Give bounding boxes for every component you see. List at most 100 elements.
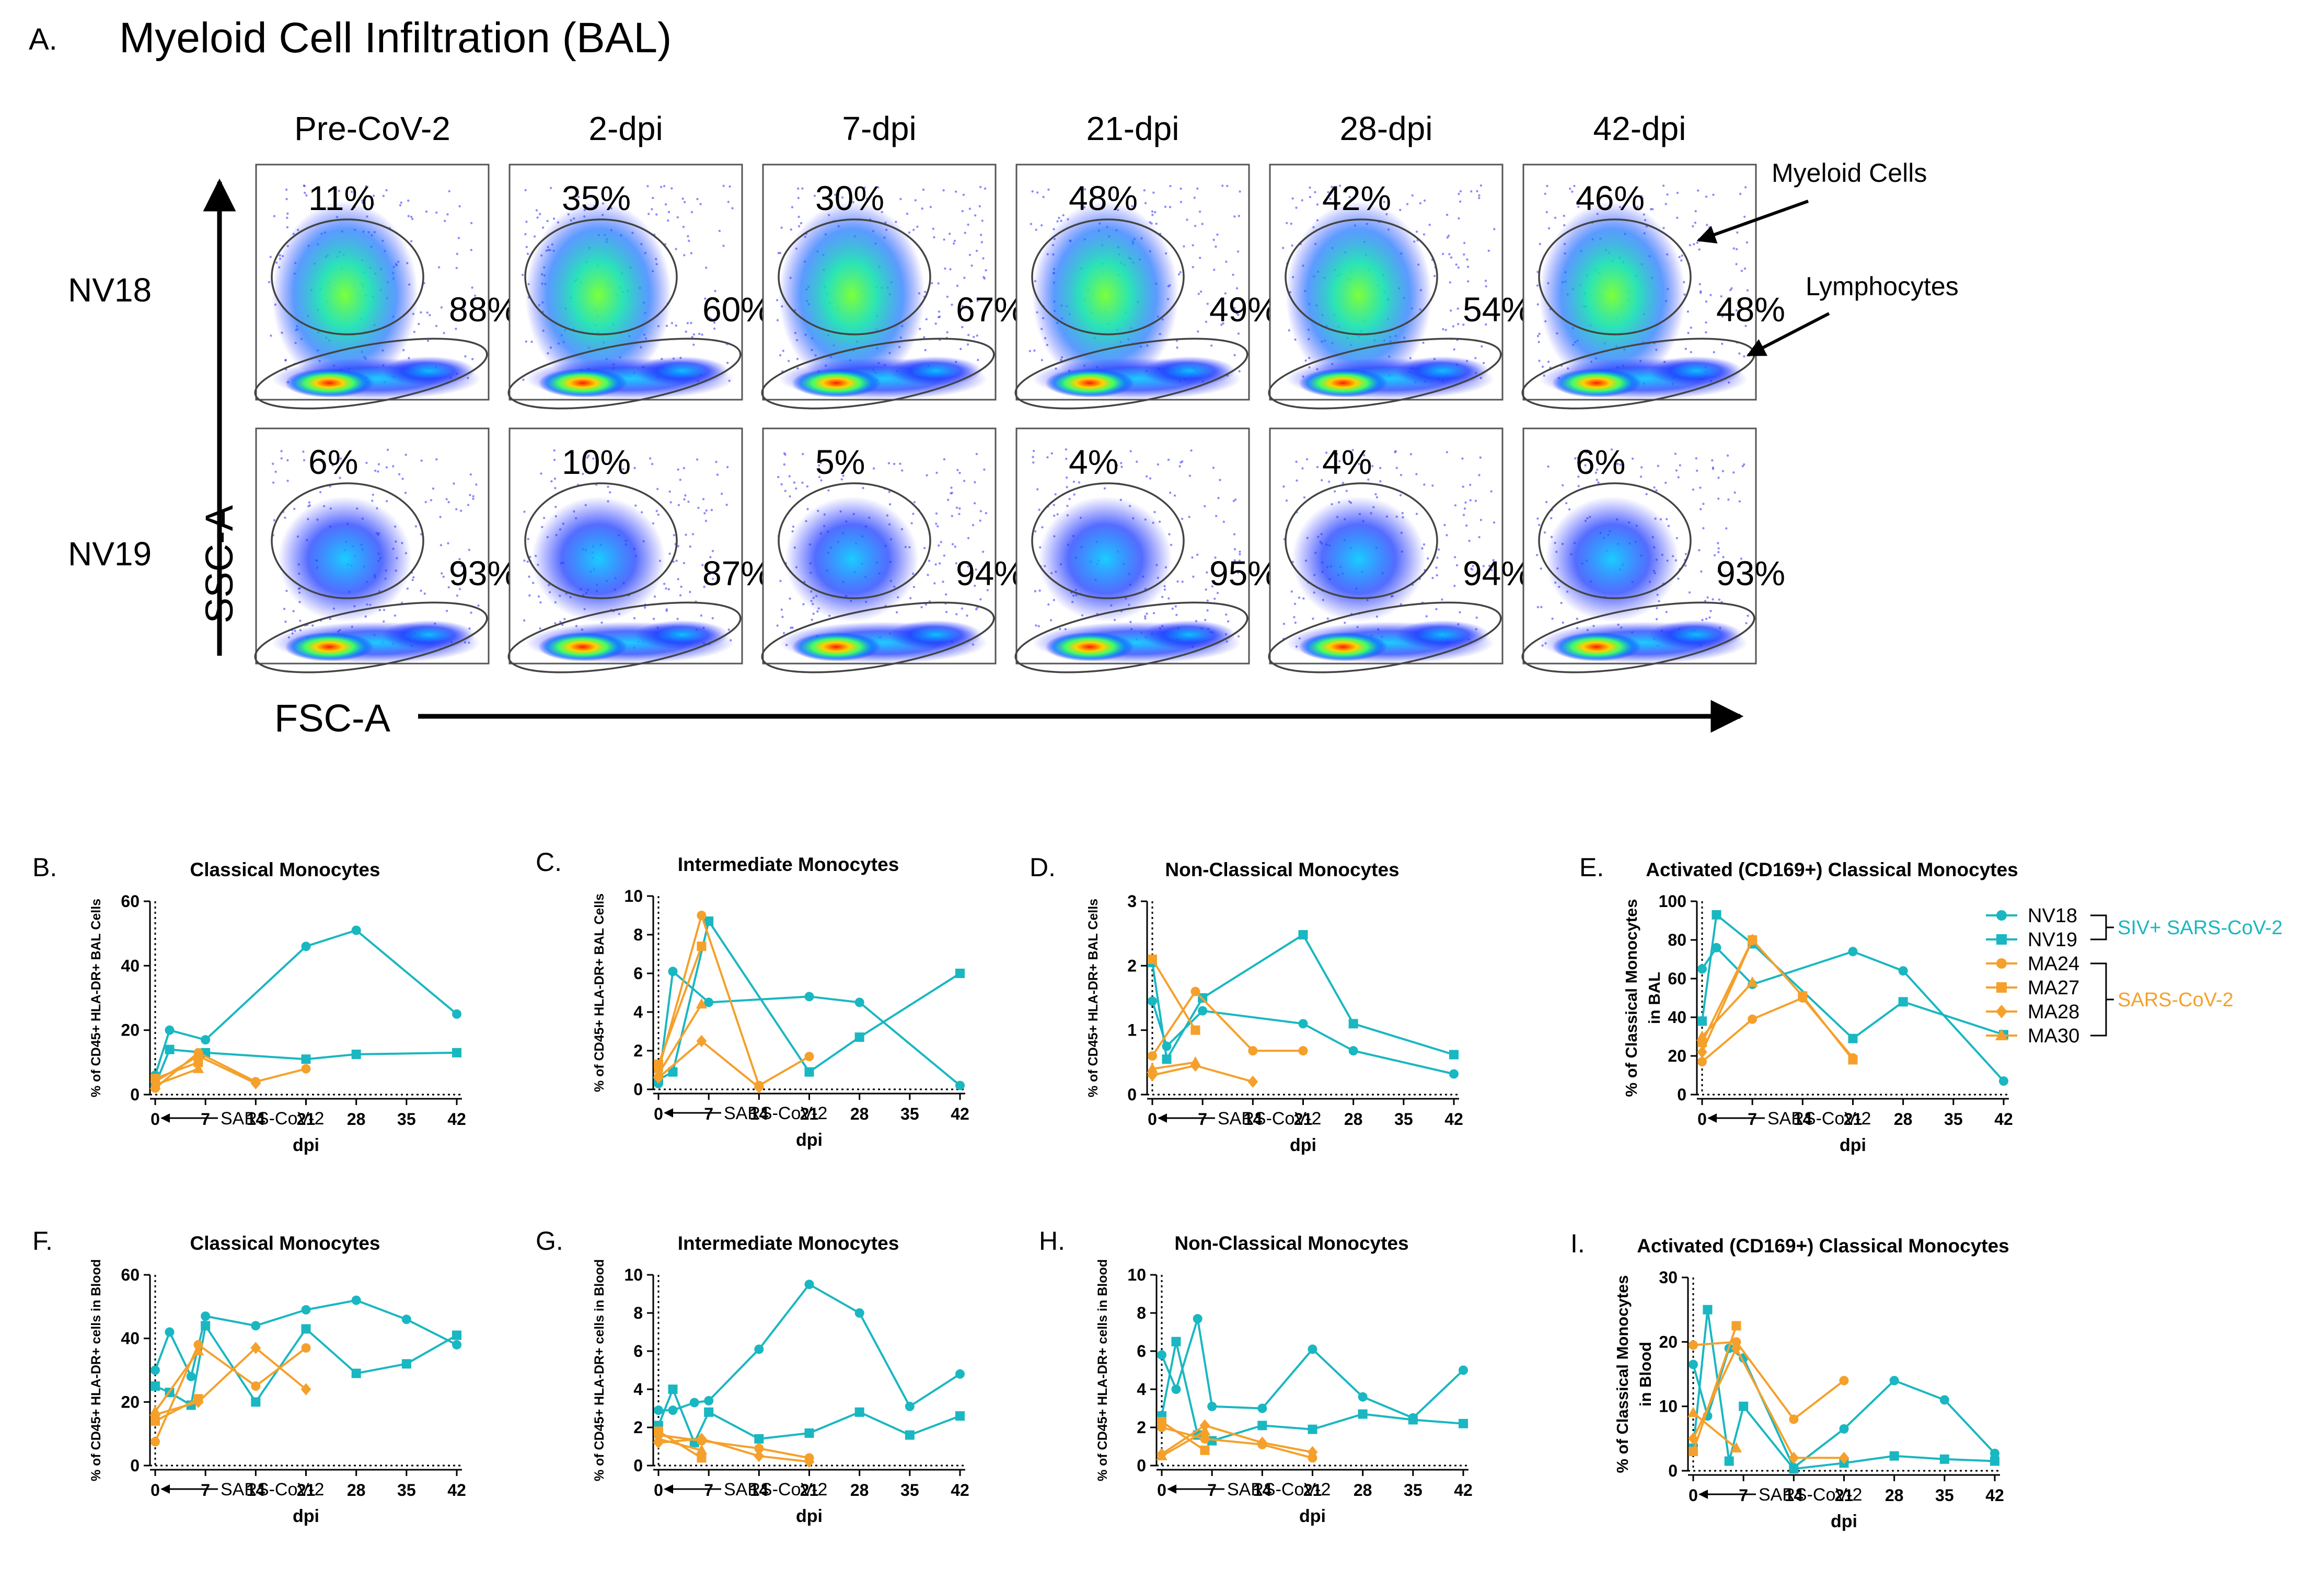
event-dot bbox=[1220, 323, 1223, 326]
data-point bbox=[193, 1340, 203, 1350]
event-dot bbox=[670, 322, 674, 324]
x-tick-label: 35 bbox=[900, 1105, 919, 1123]
data-point bbox=[452, 1009, 461, 1019]
series-line-ma24 bbox=[657, 912, 810, 1087]
event-dot bbox=[1033, 349, 1036, 352]
y-tick-label: 20 bbox=[1668, 1047, 1686, 1065]
series-line-ma30 bbox=[154, 1350, 200, 1412]
event-dot bbox=[1744, 186, 1747, 189]
event-dot bbox=[1196, 187, 1199, 190]
event-dot bbox=[967, 537, 970, 540]
event-dot bbox=[1237, 635, 1240, 638]
event-dot bbox=[1032, 449, 1035, 452]
data-point bbox=[1358, 1392, 1368, 1402]
event-dot bbox=[1238, 559, 1241, 562]
event-dot bbox=[447, 586, 450, 589]
data-point bbox=[1298, 930, 1308, 940]
event-dot bbox=[1713, 351, 1715, 354]
event-dot bbox=[1684, 553, 1687, 555]
data-point bbox=[1724, 1456, 1734, 1466]
event-dot bbox=[1462, 485, 1464, 488]
data-point bbox=[201, 1311, 211, 1321]
data-point bbox=[1798, 991, 1808, 1001]
event-dot bbox=[1577, 485, 1580, 487]
event-dot bbox=[912, 586, 916, 588]
event-dot bbox=[1735, 309, 1738, 312]
event-dot bbox=[791, 626, 794, 629]
data-point bbox=[1996, 934, 2007, 945]
myeloid-percent: 42% bbox=[1322, 179, 1391, 217]
lymph-peak bbox=[1299, 632, 1388, 661]
event-dot bbox=[1735, 263, 1738, 265]
chart-title: Non-Classical Monocytes bbox=[1174, 1233, 1408, 1254]
myeloid-percent: 48% bbox=[1069, 179, 1138, 217]
event-dot bbox=[921, 207, 923, 210]
series-line-ma27 bbox=[1701, 938, 1854, 1061]
myeloid-gate bbox=[1031, 482, 1185, 599]
event-dot bbox=[1371, 465, 1374, 468]
event-dot bbox=[1568, 508, 1571, 511]
event-dot bbox=[1565, 502, 1568, 505]
event-dot bbox=[1569, 188, 1571, 190]
event-dot bbox=[667, 219, 669, 222]
lymph-peak bbox=[792, 368, 881, 398]
event-dot bbox=[1233, 533, 1236, 536]
event-dot bbox=[668, 490, 671, 493]
event-dot bbox=[293, 507, 296, 510]
lymph-density-secondary bbox=[381, 356, 476, 386]
event-dot bbox=[975, 568, 977, 571]
data-point bbox=[1939, 1395, 1949, 1405]
event-dot bbox=[1490, 569, 1493, 572]
event-dot bbox=[577, 195, 580, 199]
event-dot bbox=[633, 617, 636, 620]
event-dot bbox=[1342, 482, 1344, 484]
data-point bbox=[1257, 1403, 1267, 1413]
event-dot bbox=[1302, 597, 1305, 600]
event-dot bbox=[986, 589, 989, 591]
data-point bbox=[1689, 1359, 1698, 1369]
event-dot bbox=[933, 582, 936, 585]
data-point bbox=[854, 1032, 864, 1042]
data-point bbox=[1190, 1025, 1200, 1035]
event-dot bbox=[1462, 323, 1465, 326]
data-point bbox=[192, 1345, 204, 1356]
event-dot bbox=[284, 359, 287, 362]
event-dot bbox=[680, 585, 683, 588]
x-tick-label: 0 bbox=[654, 1105, 663, 1123]
event-dot bbox=[365, 185, 367, 188]
event-dot bbox=[949, 268, 952, 271]
event-dot bbox=[1336, 452, 1338, 456]
event-dot bbox=[382, 194, 385, 197]
event-dot bbox=[937, 282, 940, 285]
series-line-nv19 bbox=[154, 1048, 457, 1086]
event-dot bbox=[411, 578, 414, 582]
y-axis-label: % of CD45+ HLA-DR+ BAL Cells bbox=[1086, 899, 1101, 1097]
event-dot bbox=[1744, 324, 1747, 327]
event-dot bbox=[1151, 214, 1154, 216]
event-dot bbox=[350, 190, 353, 193]
x-tick-label: 28 bbox=[1354, 1481, 1372, 1500]
event-dot bbox=[322, 465, 325, 468]
event-dot bbox=[1698, 248, 1701, 251]
event-dot bbox=[1066, 476, 1068, 479]
data-point bbox=[351, 1295, 361, 1305]
event-dot bbox=[1677, 476, 1680, 479]
event-dot bbox=[1222, 322, 1224, 325]
x-tick-label: 35 bbox=[1404, 1481, 1423, 1500]
event-dot bbox=[1072, 480, 1076, 483]
event-dot bbox=[888, 503, 892, 506]
event-dot bbox=[1232, 273, 1234, 276]
myeloid-density bbox=[278, 496, 412, 622]
event-dot bbox=[944, 267, 946, 270]
legend-group-siv: SIV+ SARS-CoV-2 bbox=[2118, 917, 2283, 939]
data-point bbox=[1171, 1385, 1181, 1394]
event-dot bbox=[1459, 200, 1462, 203]
event-dot bbox=[1709, 294, 1712, 296]
event-dot bbox=[1545, 501, 1548, 504]
event-dot bbox=[1681, 254, 1683, 257]
event-dot bbox=[672, 560, 675, 563]
event-dot bbox=[586, 456, 589, 459]
myeloid-gate bbox=[1031, 218, 1185, 335]
event-dot bbox=[458, 588, 461, 590]
event-dot bbox=[801, 187, 804, 190]
